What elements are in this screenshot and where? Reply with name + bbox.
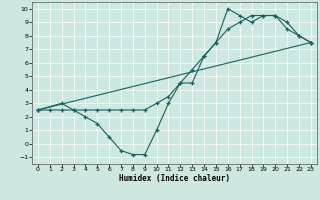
X-axis label: Humidex (Indice chaleur): Humidex (Indice chaleur) — [119, 174, 230, 183]
